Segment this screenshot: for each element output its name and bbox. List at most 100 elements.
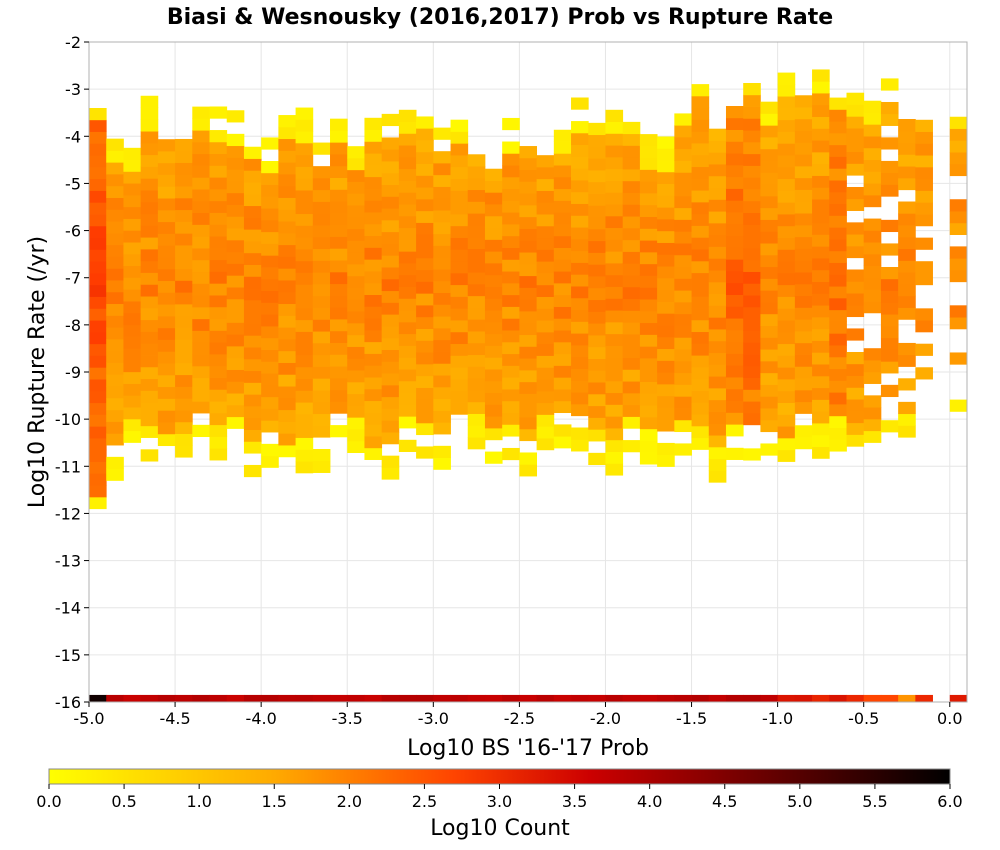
heatmap-cell [278, 350, 296, 363]
heatmap-cell [605, 392, 624, 405]
heatmap-cell [330, 236, 348, 249]
heatmap-cell [312, 319, 331, 332]
heatmap-cell [708, 317, 727, 330]
heatmap-cell [278, 115, 296, 128]
heatmap-cell [829, 239, 847, 252]
heatmap-cell [915, 143, 933, 156]
heatmap-cell [674, 231, 692, 244]
heatmap-cell [657, 325, 675, 338]
heatmap-cell [416, 246, 434, 259]
heatmap-cell [588, 417, 606, 430]
heatmap-cell [175, 138, 193, 152]
heatmap-cell [657, 383, 675, 397]
heatmap-cell [760, 266, 779, 279]
heatmap-cell [192, 424, 210, 438]
heatmap-cell [674, 313, 692, 326]
heatmap-cell [433, 363, 451, 376]
heatmap-cell [657, 148, 675, 161]
heatmap-cell [708, 281, 727, 295]
heatmap-cell [416, 316, 434, 329]
heatmap-cell [571, 238, 589, 252]
heatmap-cell [347, 381, 365, 395]
heatmap-cell [674, 254, 692, 268]
heatmap-cell [484, 215, 503, 229]
heatmap-cell [330, 201, 348, 214]
heatmap-cell [639, 263, 658, 276]
heatmap-cell [484, 227, 503, 240]
heatmap-cell [123, 336, 142, 349]
heatmap-cell [192, 259, 210, 273]
heatmap-cell [398, 192, 417, 205]
heatmap-cell [295, 343, 314, 356]
heatmap-cell [157, 198, 176, 211]
heatmap-cell [157, 398, 176, 411]
heatmap-cell [829, 404, 847, 417]
heatmap-cell [106, 421, 124, 434]
heatmap-cell [416, 128, 434, 141]
heatmap-cell [89, 225, 107, 239]
colorbar-tick-label: 6.0 [937, 792, 962, 811]
heatmap-cell [157, 315, 176, 329]
heatmap-cell-floor [278, 694, 296, 702]
heatmap-cell [812, 399, 830, 412]
heatmap-cell [467, 272, 486, 285]
heatmap-cell [330, 142, 348, 155]
heatmap-cell [89, 143, 107, 156]
heatmap-cell [777, 272, 796, 286]
heatmap-cell [157, 257, 176, 270]
heatmap-cell [484, 274, 503, 287]
heatmap-cell [743, 318, 761, 331]
heatmap-cell [725, 412, 744, 425]
heatmap-cell [639, 145, 658, 159]
heatmap-cell [123, 277, 142, 290]
heatmap-cell [657, 301, 675, 314]
heatmap-cell [364, 365, 383, 378]
heatmap-cell [226, 404, 245, 418]
heatmap-cell [364, 117, 383, 130]
heatmap-cell [674, 372, 692, 385]
heatmap-cell-floor [416, 694, 434, 702]
heatmap-cell [588, 252, 606, 265]
heatmap-cell [226, 169, 245, 182]
heatmap-cell [639, 334, 658, 347]
heatmap-cell [175, 327, 193, 340]
heatmap-cell [812, 316, 830, 330]
heatmap-cell [743, 153, 761, 166]
heatmap-cell [381, 278, 400, 292]
heatmap-cell [571, 215, 589, 228]
heatmap-cell [467, 331, 486, 344]
heatmap-cell [364, 223, 383, 237]
heatmap-cell [398, 333, 417, 346]
heatmap-cell [398, 251, 417, 264]
heatmap-cell [553, 436, 572, 449]
heatmap-cell [226, 345, 245, 359]
heatmap-cell [760, 184, 779, 197]
heatmap-cell [347, 429, 365, 442]
heatmap-cell [157, 186, 176, 199]
heatmap-cell [433, 339, 451, 352]
heatmap-cell [674, 266, 692, 279]
heatmap-cell [846, 387, 865, 400]
heatmap-cell [295, 119, 314, 132]
heatmap-cell [863, 277, 882, 290]
heatmap-cell [192, 200, 210, 214]
heatmap-cell [106, 162, 124, 175]
heatmap-cell [949, 222, 968, 236]
heatmap-cell [846, 92, 865, 105]
y-tick-label: -13 [55, 552, 81, 571]
heatmap-cell [347, 299, 365, 312]
heatmap-cell [381, 408, 400, 421]
heatmap-cell [571, 203, 589, 216]
heatmap-cell [725, 188, 744, 201]
heatmap-cell [450, 143, 469, 156]
heatmap-cell [829, 368, 847, 381]
heatmap-cell [949, 246, 968, 259]
heatmap-cell [657, 254, 675, 267]
heatmap-cell [209, 177, 228, 190]
heatmap-cell [364, 200, 383, 213]
heatmap-cell [484, 416, 503, 429]
heatmap-cell [725, 117, 744, 130]
heatmap-cell [398, 263, 417, 276]
heatmap-cell [106, 244, 124, 257]
heatmap-cell [898, 342, 916, 356]
